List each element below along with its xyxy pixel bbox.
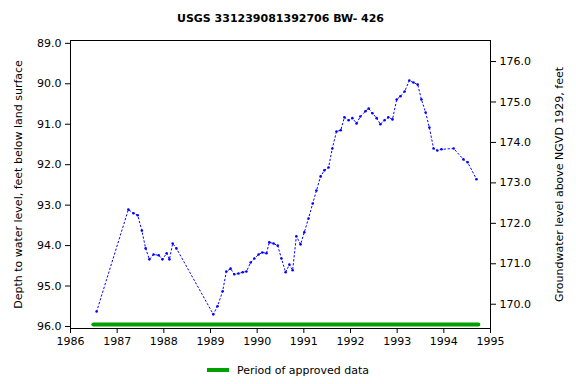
svg-text:91.0: 91.0 xyxy=(37,118,62,131)
svg-text:1992: 1992 xyxy=(337,335,365,348)
svg-text:Groundwater level above NGVD 1: Groundwater level above NGVD 1929, feet xyxy=(553,66,566,302)
svg-text:94.0: 94.0 xyxy=(37,239,62,252)
svg-text:170.0: 170.0 xyxy=(500,298,532,311)
svg-text:1994: 1994 xyxy=(430,335,458,348)
svg-text:93.0: 93.0 xyxy=(37,199,62,212)
svg-text:176.0: 176.0 xyxy=(500,55,532,68)
svg-text:95.0: 95.0 xyxy=(37,280,62,293)
html-text:Period of approved data: Period of approved data xyxy=(236,363,370,377)
svg-text:Depth to water level, feet bel: Depth to water level, feet below land su… xyxy=(12,60,25,309)
svg-text:1991: 1991 xyxy=(290,335,318,348)
svg-text:171.0: 171.0 xyxy=(500,257,532,270)
svg-text:1989: 1989 xyxy=(197,335,225,348)
svg-text:1993: 1993 xyxy=(383,335,411,348)
svg-text:1990: 1990 xyxy=(243,335,271,348)
svg-text:1987: 1987 xyxy=(103,335,131,348)
svg-text:96.0: 96.0 xyxy=(37,320,62,333)
svg-text:1986: 1986 xyxy=(57,335,85,348)
svg-text:175.0: 175.0 xyxy=(500,96,532,109)
svg-text:172.0: 172.0 xyxy=(500,217,532,230)
svg-text:173.0: 173.0 xyxy=(500,176,532,189)
svg-text:90.0: 90.0 xyxy=(37,77,62,90)
svg-text:92.0: 92.0 xyxy=(37,158,62,171)
svg-text:1988: 1988 xyxy=(150,335,178,348)
svg-text:USGS 331239081392706 BW- 426: USGS 331239081392706 BW- 426 xyxy=(177,12,384,25)
svg-text:174.0: 174.0 xyxy=(500,136,532,149)
svg-text:1995: 1995 xyxy=(477,335,505,348)
svg-text:89.0: 89.0 xyxy=(37,37,62,50)
